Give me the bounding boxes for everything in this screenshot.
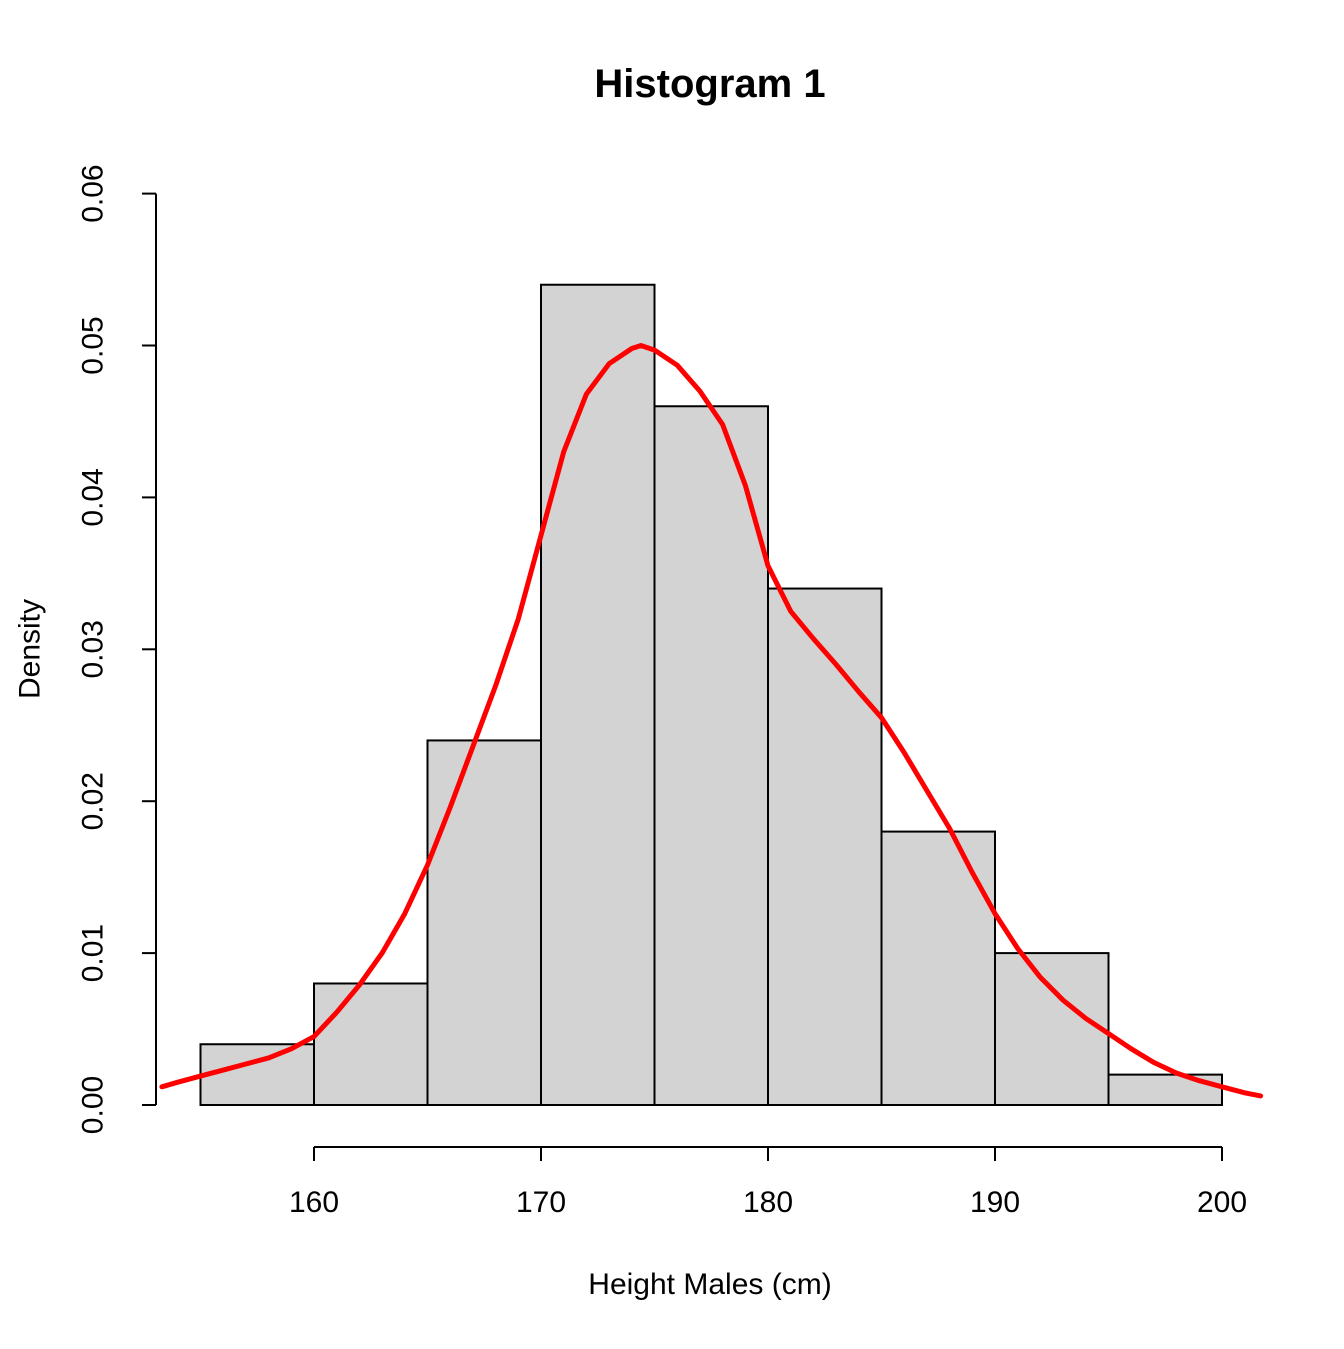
histogram-bar	[994, 952, 1110, 1106]
x-tick-label: 170	[516, 1186, 566, 1219]
x-tick-label: 200	[1197, 1186, 1247, 1219]
y-tick-label: 0.05	[77, 316, 110, 374]
x-tick-label: 190	[970, 1186, 1020, 1219]
histogram-bar	[1107, 1073, 1223, 1106]
y-tick-label: 0.02	[77, 772, 110, 830]
x-tick-label: 160	[289, 1186, 339, 1219]
y-tick-label: 0.03	[77, 620, 110, 678]
y-axis-label: Density	[14, 599, 47, 699]
y-tick-label: 0.00	[77, 1076, 110, 1134]
histogram-bar	[880, 830, 996, 1107]
y-tick-label: 0.06	[77, 164, 110, 222]
y-axis: 0.00 0.01 0.02 0.03 0.04 0.05 0.06	[77, 164, 157, 1134]
x-axis: 160 170 180 190 200	[289, 1146, 1247, 1219]
histogram-bars	[199, 283, 1223, 1107]
density-curve	[159, 343, 1264, 1099]
histogram-bar	[767, 587, 883, 1106]
y-tick-label: 0.04	[77, 468, 110, 526]
x-axis-label: Height Males (cm)	[588, 1268, 831, 1301]
histogram-bar	[540, 283, 656, 1106]
y-tick-label: 0.01	[77, 924, 110, 982]
histogram-bar	[313, 982, 429, 1106]
histogram-bar	[199, 1043, 315, 1106]
histogram-bar	[426, 739, 542, 1106]
chart-title: Histogram 1	[594, 62, 825, 106]
x-tick-label: 180	[743, 1186, 793, 1219]
histogram-bar	[653, 405, 769, 1106]
